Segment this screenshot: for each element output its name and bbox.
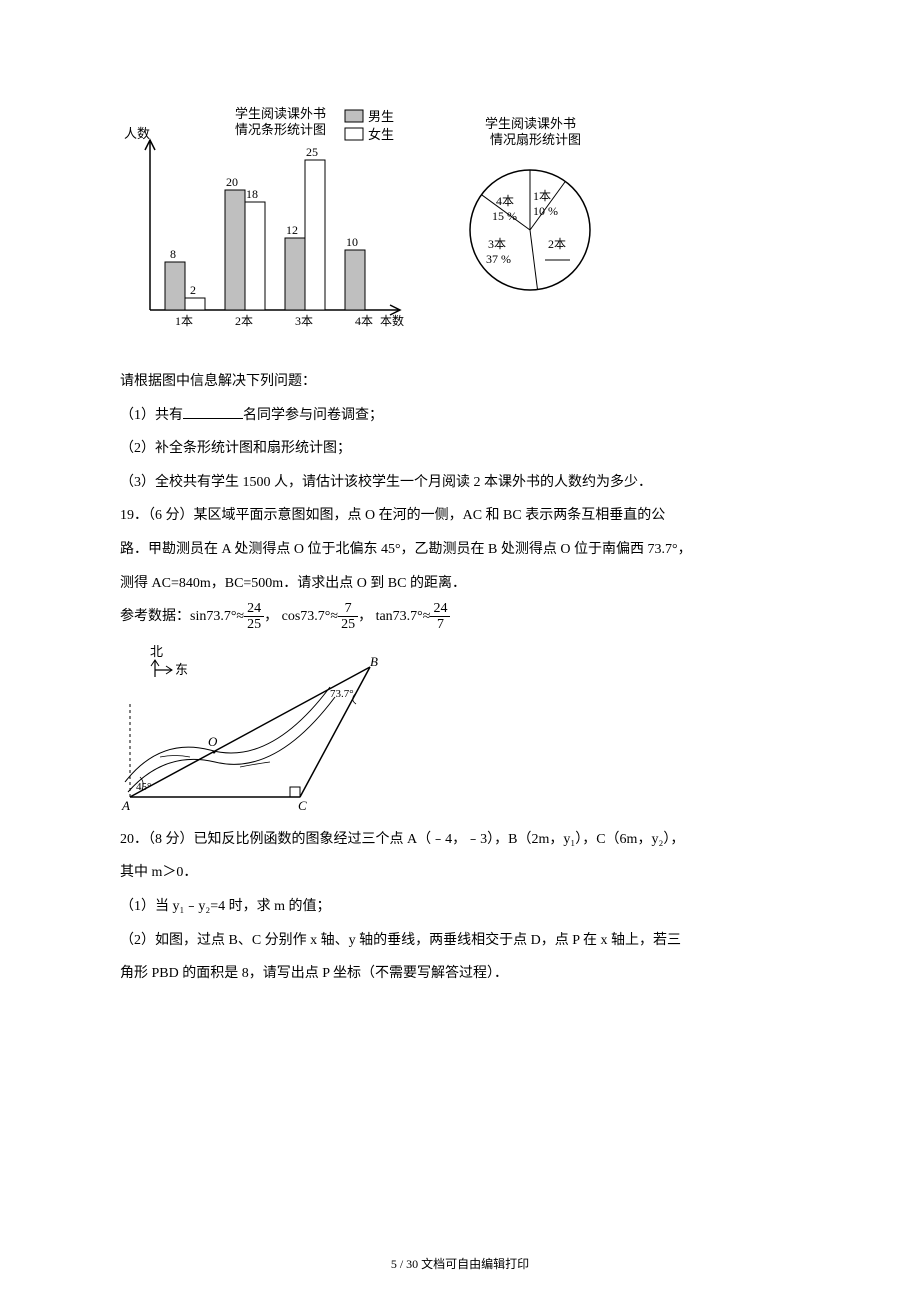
pie-2-label: 2本 [548,237,566,251]
bar-3-female [305,160,325,310]
p20-e: 角形 PBD 的面积是 8，请写出点 P 坐标（不需要写解答过程）． [120,957,800,991]
river-1 [125,687,330,782]
p19-c: 测得 AC=840m，BC=500m．请求出点 O 到 BC 的距离． [120,567,800,601]
compass-north: 北 [150,644,163,659]
bar-2-male [225,190,245,310]
bar-cat-4: 4本 [355,314,373,328]
bar-2-female [245,202,265,310]
legend-male-label: 男生 [368,109,394,124]
ref-data-line: 参考数据：sin73.7°≈2425， cos73.7°≈725， tan73.… [120,600,800,634]
pie-4-pct: 15 % [492,209,517,223]
bar-3-male-val: 12 [286,223,298,237]
q1-a: （1）共有 [120,408,183,423]
intro-text: 请根据图中信息解决下列问题： [120,365,800,399]
bar-title-1: 学生阅读课外书 [235,106,326,121]
compass-east: 东 [175,662,188,677]
pie-4-label: 4本 [496,194,514,208]
legend-female-label: 女生 [368,127,394,142]
bar-1-female [185,298,205,310]
bar-1-female-val: 2 [190,283,196,297]
p19-b: 路．甲勘测员在 A 处测得点 O 位于北偏东 45°，乙勘测员在 B 处测得点 … [120,533,800,567]
bar-cat-1: 1本 [175,314,193,328]
angle-B-label: 73.7° [330,688,354,700]
p20-b: 其中 m＞0． [120,856,800,890]
pie-3-label: 3本 [488,237,506,251]
bar-cat-3: 3本 [295,314,313,328]
frac-3: 247 [430,601,450,633]
p20-c: （1）当 y₁﹣y₂=4 时，求 m 的值； [120,890,800,924]
page-footer: 5 / 30 文档可自由编辑打印 [0,1255,920,1272]
pie-chart: 学生阅读课外书 情况扇形统计图 4本 15 % 1本 10 % 2本 [440,110,620,325]
bar-1-male [165,262,185,310]
ref-a: 参考数据：sin73.7°≈ [120,609,244,624]
pie-3-pct: 37 % [486,252,511,266]
bar-cat-2: 2本 [235,314,253,328]
p20-a: 20．（8 分）已知反比例函数的图象经过三个点 A（﹣4，﹣3），B（2m，y₁… [120,823,800,857]
legend-male-swatch [345,110,363,122]
river-2 [128,697,335,792]
bar-title-2: 情况条形统计图 [235,122,326,137]
river-ripple-1 [160,755,190,757]
bar-4-male-val: 10 [346,235,358,249]
bar-3-female-val: 25 [306,145,318,159]
bar-x-label: 本数 [380,313,404,328]
q3-line: （3）全校共有学生 1500 人，请估计该校学生一个月阅读 2 本课外书的人数约… [120,466,800,500]
p20-d: （2）如图，过点 B、C 分别作 x 轴、y 轴的垂线，两垂线相交于点 D，点 … [120,924,800,958]
bar-4-male [345,250,365,310]
q1-blank [183,404,243,419]
frac-1: 2425 [244,601,264,633]
pie-1-pct: 10 % [533,204,558,218]
bar-y-label: 人数 [124,126,150,141]
q2-line: （2）补全条形统计图和扇形统计图； [120,432,800,466]
bar-1-male-val: 8 [170,247,176,261]
pie-title-1: 学生阅读课外书 [485,116,576,131]
pie-1-label: 1本 [533,189,551,203]
ref-b: ， cos73.7°≈ [264,609,338,624]
label-B: B [370,654,378,669]
frac-2: 725 [338,601,358,633]
bar-3-male [285,238,305,310]
angle-A-label: 45° [136,781,151,793]
river-ripple-2 [240,762,270,767]
bar-2-female-val: 18 [246,187,258,201]
label-A: A [121,798,130,812]
q1-b: 名同学参与问卷调查； [243,408,383,423]
legend-female-swatch [345,128,363,140]
figure-row: 学生阅读课外书 情况条形统计图 人数 男生 女生 [120,100,800,335]
p19-a: 19．（6 分）某区域平面示意图如图，点 O 在河的一侧，AC 和 BC 表示两… [120,499,800,533]
bar-2-male-val: 20 [226,175,238,189]
line-AB [130,667,370,797]
pie-title-2: 情况扇形统计图 [490,132,581,147]
right-angle-C [290,787,300,797]
ref-c: ， tan73.7°≈ [358,609,430,624]
bar-chart: 学生阅读课外书 情况条形统计图 人数 男生 女生 [120,100,410,335]
label-C: C [298,798,307,812]
label-O: O [208,734,218,749]
map-figure: 北 东 O 45° 73.7° [120,642,800,817]
q1-line: （1）共有 名同学参与问卷调查； [120,399,800,433]
